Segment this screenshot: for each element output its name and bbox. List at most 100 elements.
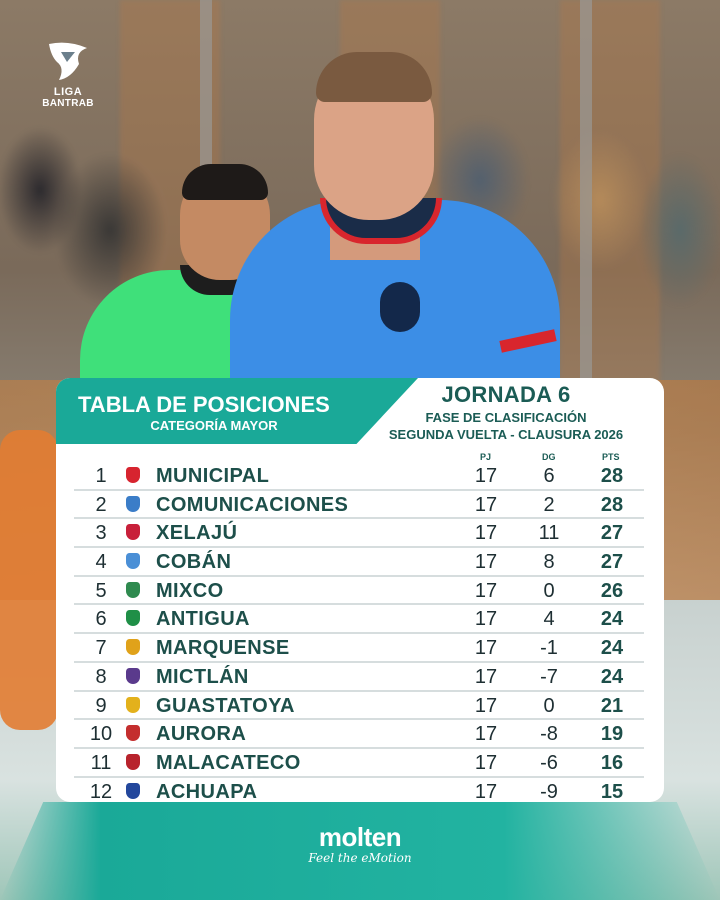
team-crest-icon (126, 467, 140, 483)
team-name: COMUNICACIONES (156, 493, 349, 516)
table-row: 10 AURORA 17 -8 19 (74, 720, 644, 749)
goal-difference: 4 (543, 608, 555, 631)
team-crest-icon (126, 782, 140, 799)
team-crest-icon (126, 524, 140, 541)
games-played: 17 (474, 579, 498, 602)
round-tournament: SEGUNDA VUELTA - CLAUSURA 2026 (388, 427, 624, 442)
league-name: LIGA (53, 86, 83, 98)
table-title: TABLA DE POSICIONES (78, 392, 330, 417)
position-number: 12 (89, 780, 113, 802)
points: 28 (600, 493, 624, 516)
table-row: 11 MALACATECO 17 -6 16 (74, 749, 644, 778)
games-played: 17 (474, 751, 498, 774)
points: 24 (600, 665, 624, 688)
position-number: 1 (95, 465, 107, 487)
team-crest-icon (126, 553, 140, 570)
points: 26 (600, 579, 624, 602)
featured-player (230, 50, 570, 410)
table-category: CATEGORÍA MAYOR (150, 418, 278, 433)
points: 15 (600, 780, 624, 802)
table-row: 1 MUNICIPAL 17 6 28 (74, 462, 644, 491)
team-name: MIXCO (156, 579, 224, 602)
standings-card: TABLA DE POSICIONES CATEGORÍA MAYOR JORN… (56, 378, 664, 802)
team-name: XELAJÚ (156, 522, 238, 545)
sponsor-tagline: Feel the eMotion (308, 851, 412, 865)
footer-band (0, 802, 720, 900)
games-played: 17 (474, 608, 498, 631)
goal-difference: -7 (540, 665, 558, 688)
games-played: 17 (474, 465, 498, 487)
team-crest-icon (126, 610, 140, 627)
games-played: 17 (474, 637, 498, 660)
table-row: 7 MARQUENSE 17 -1 24 (74, 634, 644, 663)
table-row: 12 ACHUAPA 17 -9 15 (74, 778, 644, 802)
team-name: MUNICIPAL (156, 465, 270, 487)
points: 21 (600, 694, 624, 717)
team-crest-icon (126, 581, 140, 598)
table-row: 2 COMUNICACIONES 17 2 28 (74, 491, 644, 520)
round-phase: FASE DE CLASIFICACIÓN (425, 410, 587, 425)
bird-logo-icon (45, 38, 91, 84)
goal-difference: -6 (540, 751, 558, 774)
games-played: 17 (474, 723, 498, 746)
points: 24 (600, 637, 624, 660)
goal-difference: -8 (540, 723, 558, 746)
table-row: 3 XELAJÚ 17 11 27 (74, 519, 644, 549)
table-row: 6 ANTIGUA 17 4 24 (74, 605, 644, 635)
games-played: 17 (474, 522, 498, 545)
player-silhouette (0, 430, 58, 730)
position-number: 11 (90, 751, 112, 774)
goal-difference: -1 (540, 637, 558, 660)
column-header-pts: PTS (602, 452, 620, 462)
team-name: AURORA (156, 723, 247, 746)
team-crest-icon (126, 696, 140, 713)
table-row: 5 MIXCO 17 0 26 (74, 577, 644, 606)
team-crest-icon (126, 667, 140, 684)
league-sponsor: BANTRAB (42, 98, 94, 109)
fence-pole (580, 0, 592, 420)
position-number: 4 (95, 551, 107, 574)
team-name: ACHUAPA (156, 780, 258, 802)
games-played: 17 (474, 493, 498, 516)
goal-difference: 0 (543, 694, 555, 717)
points: 16 (600, 751, 624, 774)
team-name: COBÁN (156, 551, 232, 574)
table-row: 4 COBÁN 17 8 27 (74, 548, 644, 577)
title-band: TABLA DE POSICIONES CATEGORÍA MAYOR (56, 378, 418, 444)
team-name: GUASTATOYA (156, 694, 295, 717)
team-name: ANTIGUA (156, 608, 250, 631)
games-played: 17 (474, 780, 498, 802)
league-logo: LIGA BANTRAB (36, 38, 100, 118)
goal-difference: 6 (543, 465, 555, 487)
position-number: 9 (95, 694, 107, 717)
points: 27 (600, 551, 624, 574)
games-played: 17 (474, 694, 498, 717)
team-crest-icon (126, 753, 140, 770)
goal-difference: 2 (543, 493, 555, 516)
standings-table: 1 MUNICIPAL 17 6 28 2 COMUNICACIONES 17 2 28 3 XELA… (74, 462, 644, 802)
position-number: 8 (95, 665, 107, 688)
position-number: 10 (89, 723, 113, 746)
points: 24 (600, 608, 624, 631)
table-row: 9 GUASTATOYA 17 0 21 (74, 692, 644, 721)
table-row: 8 MICTLÁN 17 -7 24 (74, 663, 644, 692)
goal-difference: 11 (538, 522, 560, 545)
goal-difference: -9 (540, 780, 558, 802)
position-number: 7 (95, 637, 107, 660)
games-played: 17 (474, 551, 498, 574)
team-name: MALACATECO (156, 751, 301, 774)
points: 28 (600, 465, 624, 487)
round-info: JORNADA 6 FASE DE CLASIFICACIÓN SEGUNDA … (356, 382, 656, 442)
goal-difference: 8 (543, 551, 555, 574)
position-number: 3 (95, 522, 107, 545)
team-crest-icon (126, 495, 140, 512)
sponsor-name: molten (318, 822, 402, 852)
position-number: 5 (95, 579, 107, 602)
games-played: 17 (474, 665, 498, 688)
goal-difference: 0 (543, 579, 555, 602)
team-crest-icon (126, 725, 140, 742)
team-name: MICTLÁN (156, 665, 249, 688)
points: 19 (600, 723, 624, 746)
column-header-dg: DG (542, 452, 556, 462)
points: 27 (600, 522, 624, 545)
